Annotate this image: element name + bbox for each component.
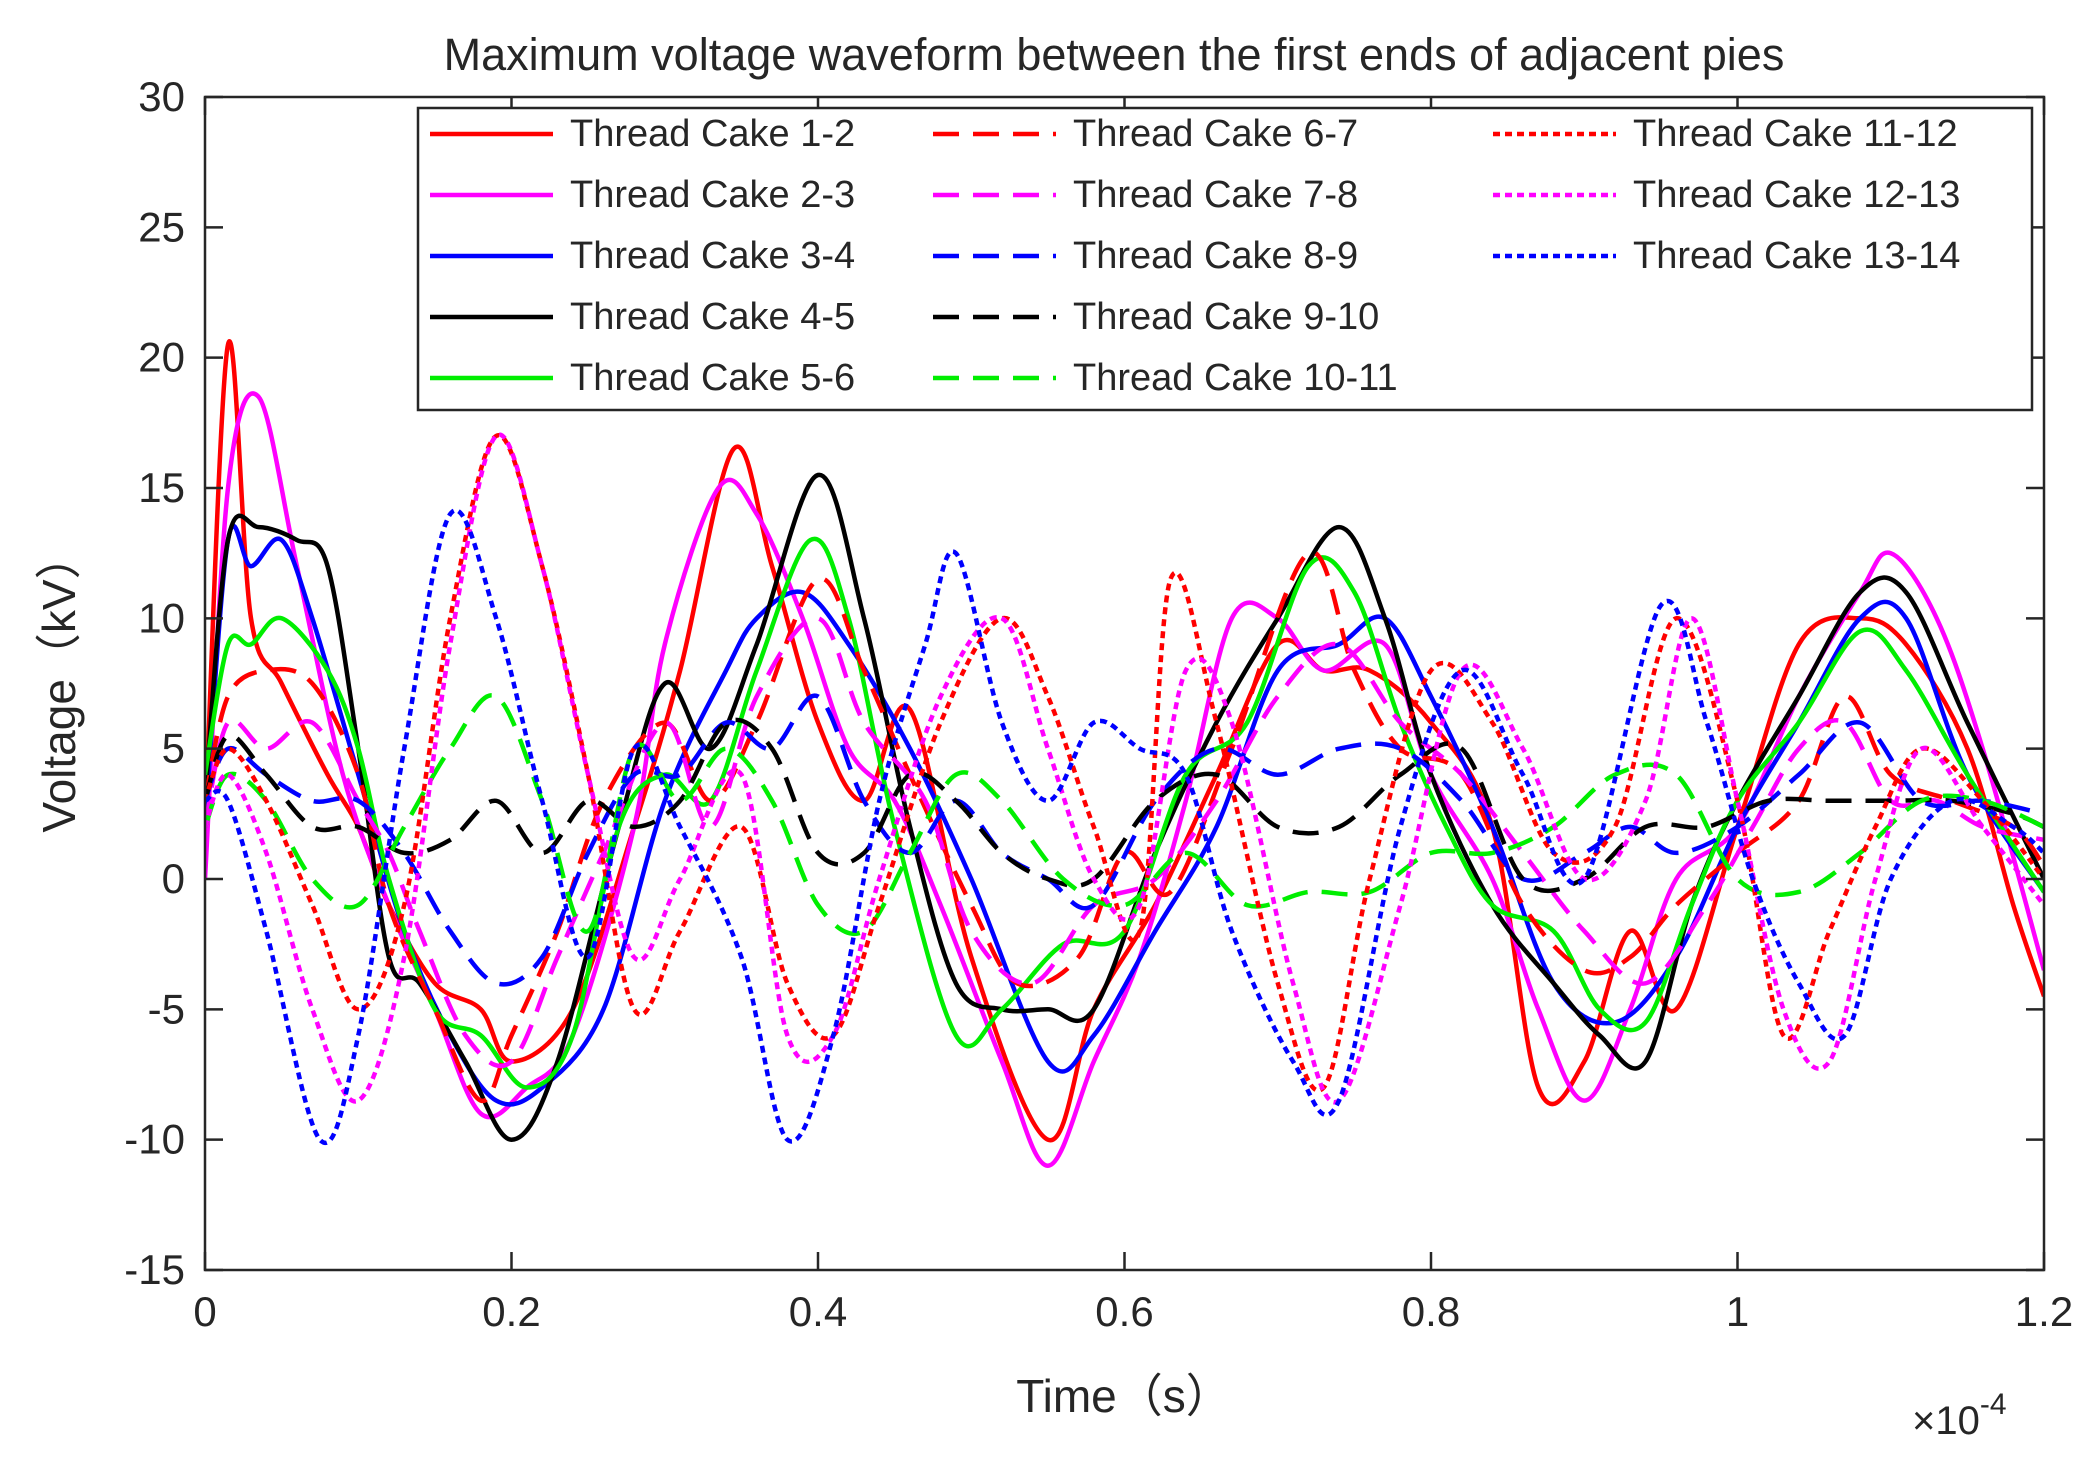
series-line-6 — [205, 549, 2044, 1103]
y-tick-label: 15 — [138, 464, 185, 511]
legend-label-12: Thread Cake 12-13 — [1633, 174, 1960, 216]
series-line-10 — [205, 693, 2044, 937]
y-tick-label: -10 — [124, 1116, 185, 1163]
legend-label-4: Thread Cake 4-5 — [570, 296, 855, 338]
legend-label-10: Thread Cake 10-11 — [1073, 357, 1398, 399]
y-tick-label: -5 — [148, 985, 185, 1032]
legend-label-1: Thread Cake 1-2 — [570, 113, 855, 155]
legend-label-2: Thread Cake 2-3 — [570, 174, 855, 216]
y-tick-label: -15 — [124, 1246, 185, 1293]
legend: Thread Cake 1-2 Thread Cake 2-3 Thread Cak… — [416, 106, 2034, 412]
series-line-9 — [205, 717, 2044, 894]
y-tick-label: 10 — [138, 594, 185, 641]
x-tick-label: 0.2 — [482, 1288, 540, 1335]
series-line-13 — [205, 508, 2044, 1145]
x-tick-label: 1.2 — [2015, 1288, 2073, 1335]
y-tick-label: 25 — [138, 203, 185, 250]
chart-title: Maximum voltage waveform between the fir… — [444, 29, 1785, 80]
series-line-8 — [205, 693, 2044, 987]
legend-label-7: Thread Cake 7-8 — [1073, 174, 1358, 216]
legend-label-8: Thread Cake 8-9 — [1073, 235, 1358, 277]
plot-area — [205, 339, 2044, 1168]
legend-label-9: Thread Cake 9-10 — [1073, 296, 1379, 338]
series-line-11 — [205, 433, 2044, 1093]
x-exponent-power: -4 — [1980, 1388, 2007, 1421]
legend-label-13: Thread Cake 13-14 — [1633, 235, 1960, 277]
y-tick-label: 30 — [138, 73, 185, 120]
legend-label-6: Thread Cake 6-7 — [1073, 113, 1358, 155]
y-tick-label: 5 — [162, 725, 185, 772]
x-exponent-base: ×10 — [1912, 1399, 1980, 1443]
y-tick-label: 0 — [162, 855, 185, 902]
axis-ticks: 0 0.2 0.4 0.6 0.8 1 1.2 30 25 20 15 10 5 0 -5 -10 -15 — [124, 73, 2073, 1335]
legend-label-3: Thread Cake 3-4 — [570, 235, 855, 277]
x-tick-label: 0.8 — [1402, 1288, 1460, 1335]
series-line-12 — [205, 432, 2044, 1105]
x-tick-label: 0.6 — [1095, 1288, 1153, 1335]
x-exponent-label: ×10-4 — [1912, 1388, 2007, 1443]
y-axis-title: Voltage（kV） — [33, 533, 85, 832]
series-line-7 — [205, 616, 2044, 1069]
x-tick-label: 0.4 — [789, 1288, 847, 1335]
x-tick-label: 0 — [193, 1288, 216, 1335]
legend-box — [416, 106, 2034, 412]
x-axis-title: Time（s） — [1016, 1370, 1232, 1422]
legend-label-11: Thread Cake 11-12 — [1633, 113, 1958, 155]
x-tick-label: 1 — [1726, 1288, 1749, 1335]
legend-label-5: Thread Cake 5-6 — [570, 357, 855, 399]
y-tick-label: 20 — [138, 334, 185, 381]
